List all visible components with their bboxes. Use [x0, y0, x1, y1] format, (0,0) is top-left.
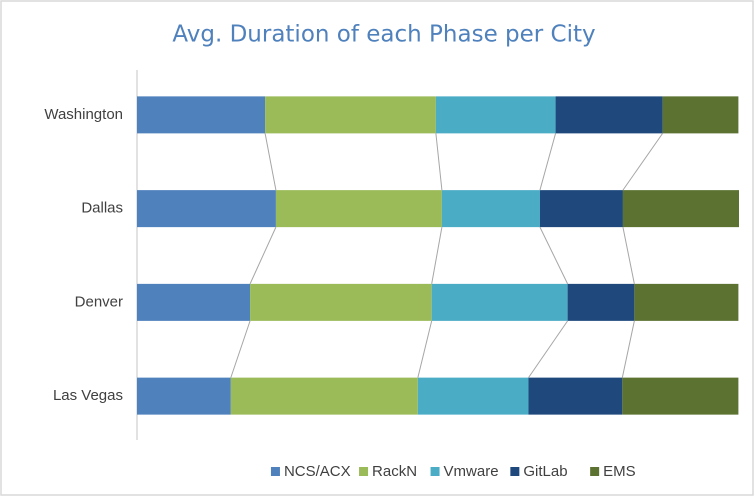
bar-segment — [662, 96, 739, 134]
legend-label: Vmware — [444, 463, 499, 480]
bar-segment — [567, 283, 635, 321]
series-line — [264, 133, 277, 191]
bar-segment — [435, 96, 556, 134]
legend-label: GitLab — [523, 463, 567, 480]
series-line — [539, 133, 557, 191]
legend-label: RackN — [372, 463, 417, 480]
y-tick-label: Washington — [44, 106, 123, 123]
legend-label: NCS/ACX — [284, 463, 351, 480]
bar-segment — [250, 283, 432, 321]
series-line — [528, 320, 569, 378]
series-line — [435, 133, 443, 191]
bar-segment — [417, 377, 529, 415]
bar-segment — [275, 190, 442, 228]
chart-title: Avg. Duration of each Phase per City — [172, 22, 595, 48]
legend-swatch — [270, 467, 280, 476]
series-line — [417, 320, 433, 378]
legend-swatch — [359, 467, 369, 476]
series-line — [249, 226, 277, 285]
bar-segment — [441, 190, 540, 228]
series-line — [431, 227, 443, 284]
series-line — [230, 320, 251, 378]
y-tick-label: Las Vegas — [53, 387, 123, 404]
bar-segment — [555, 96, 663, 134]
bar-segment — [634, 283, 739, 321]
y-tick-label: Dallas — [81, 200, 123, 217]
y-tick-label: Denver — [75, 293, 123, 310]
legend-label: EMS — [603, 463, 636, 480]
series-line — [621, 320, 635, 378]
bar-segment — [431, 283, 568, 321]
bar-segment — [137, 96, 266, 134]
bar-segment — [528, 377, 623, 415]
bar-segment — [265, 96, 436, 134]
bar-segment — [137, 283, 251, 321]
bar-segment — [137, 377, 231, 415]
series-line — [539, 226, 569, 285]
legend-swatch — [590, 467, 600, 476]
bar-segment — [230, 377, 418, 415]
legend-swatch — [510, 467, 520, 476]
bar-segment — [622, 377, 739, 415]
series-line — [622, 227, 635, 284]
series-line — [622, 133, 664, 191]
legend-swatch — [430, 467, 440, 476]
bar-segment — [622, 190, 739, 228]
bar-segment — [137, 190, 276, 228]
bar-segment — [539, 190, 623, 228]
